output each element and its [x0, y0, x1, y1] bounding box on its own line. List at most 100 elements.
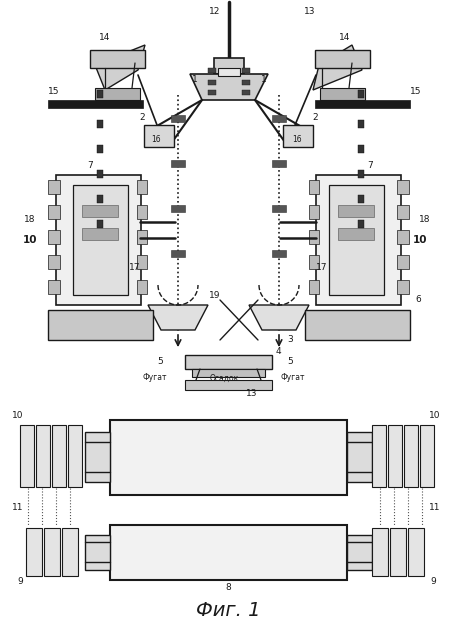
Bar	[73, 185, 128, 295]
Bar	[137, 205, 147, 219]
Text: 7: 7	[87, 161, 93, 170]
Bar	[372, 528, 388, 576]
Text: 6: 6	[415, 296, 421, 305]
Text: 10: 10	[413, 235, 427, 245]
Bar	[97, 170, 103, 178]
Bar	[208, 90, 216, 95]
Bar	[85, 432, 110, 482]
Text: 7: 7	[367, 161, 373, 170]
Bar	[56, 175, 141, 305]
Text: 1: 1	[261, 76, 267, 84]
Text: 4: 4	[275, 348, 281, 356]
Bar	[48, 255, 60, 269]
Bar	[420, 425, 434, 487]
Bar	[208, 68, 216, 73]
Bar	[208, 80, 216, 85]
Bar	[48, 280, 60, 294]
Bar	[408, 528, 424, 576]
Bar	[272, 250, 286, 257]
Text: 5: 5	[287, 358, 293, 367]
Text: 13: 13	[246, 388, 258, 397]
Bar	[185, 355, 272, 369]
Bar	[358, 90, 364, 98]
Bar	[390, 528, 406, 576]
Bar	[397, 255, 409, 269]
Text: 11: 11	[12, 504, 24, 513]
Bar	[218, 68, 240, 76]
Bar	[372, 425, 386, 487]
Bar	[388, 425, 402, 487]
Bar	[315, 50, 370, 68]
Bar	[242, 68, 250, 73]
Bar	[137, 180, 147, 194]
Bar	[144, 125, 174, 147]
Bar	[48, 180, 60, 194]
Text: 17: 17	[316, 264, 328, 273]
Bar	[97, 220, 103, 228]
Text: 13: 13	[304, 8, 316, 17]
Text: 9: 9	[430, 577, 436, 586]
Text: 2: 2	[312, 113, 318, 122]
Bar	[137, 280, 147, 294]
Bar	[305, 310, 410, 340]
Bar	[137, 255, 147, 269]
Bar	[338, 228, 374, 240]
Bar	[397, 205, 409, 219]
Polygon shape	[95, 45, 145, 90]
Text: 2: 2	[139, 113, 145, 122]
Bar	[242, 80, 250, 85]
Bar	[283, 125, 313, 147]
Bar	[48, 310, 153, 340]
Bar	[82, 205, 118, 217]
Bar	[171, 115, 185, 122]
Bar	[110, 525, 347, 580]
Bar	[52, 425, 66, 487]
Bar	[36, 425, 50, 487]
Bar	[329, 185, 384, 295]
Bar	[97, 195, 103, 203]
Bar	[358, 195, 364, 203]
Text: 11: 11	[429, 504, 441, 513]
Bar	[358, 220, 364, 228]
Text: 3: 3	[287, 335, 293, 344]
Bar	[171, 160, 185, 167]
Bar	[48, 205, 60, 219]
Text: 1: 1	[192, 76, 198, 84]
Bar	[316, 175, 401, 305]
Bar	[62, 528, 78, 576]
Bar	[97, 120, 103, 128]
Bar	[358, 170, 364, 178]
Bar	[397, 180, 409, 194]
Bar	[97, 90, 103, 98]
Text: 14: 14	[99, 33, 111, 42]
Bar	[137, 230, 147, 244]
Bar	[272, 160, 286, 167]
Text: 15: 15	[48, 88, 59, 97]
Bar	[20, 425, 34, 487]
Text: 19: 19	[209, 291, 221, 300]
Bar	[214, 58, 244, 74]
Bar	[358, 145, 364, 153]
Bar	[309, 255, 319, 269]
Bar	[171, 205, 185, 212]
Bar	[347, 432, 372, 482]
Bar	[44, 528, 60, 576]
Bar	[272, 205, 286, 212]
Bar	[320, 88, 365, 100]
Bar	[185, 380, 272, 390]
Text: 10: 10	[429, 410, 441, 419]
Text: 16: 16	[151, 136, 161, 145]
Bar	[95, 88, 140, 100]
Text: 14: 14	[339, 33, 351, 42]
Bar	[309, 280, 319, 294]
Polygon shape	[190, 74, 268, 100]
Text: 15: 15	[410, 88, 421, 97]
Bar	[26, 528, 42, 576]
Bar	[315, 100, 410, 108]
Bar	[397, 280, 409, 294]
Polygon shape	[313, 45, 362, 90]
Text: 10: 10	[12, 410, 24, 419]
Bar	[97, 145, 103, 153]
Bar	[358, 120, 364, 128]
Bar	[48, 230, 60, 244]
